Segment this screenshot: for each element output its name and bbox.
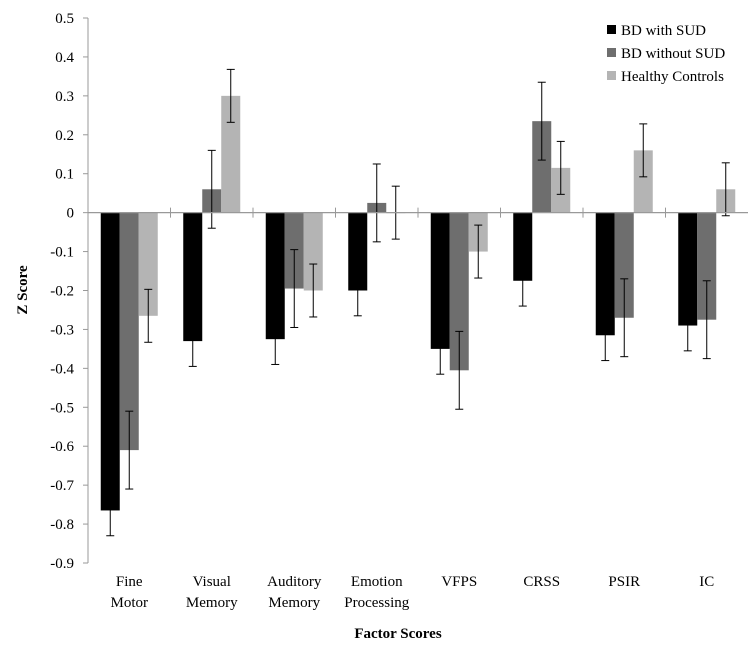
bar: [183, 212, 203, 342]
category-label: Memory: [268, 595, 320, 611]
bar: [697, 212, 717, 320]
bar: [449, 212, 469, 371]
y-tick-label: -0.1: [50, 245, 74, 261]
category-labels: Fine Motor Visual Memory Auditory Memory Emoti…: [111, 574, 715, 611]
category-label: VFPS: [441, 574, 477, 590]
bar: [265, 212, 285, 340]
bar: [532, 121, 552, 213]
legend-swatch: [607, 71, 616, 80]
y-tick-label: -0.9: [50, 556, 74, 572]
y-axis-ticks: 0.5 0.4 0.3 0.2 0.1 0 -0.1 -0.2 -0.3 -0.4 -0.5 -0.6…: [50, 11, 88, 572]
legend-label: Healthy Controls: [621, 69, 724, 85]
y-tick-label: -0.8: [50, 517, 74, 533]
legend-label: BD without SUD: [621, 46, 725, 62]
legend-swatch: [607, 48, 616, 57]
y-tick-label: 0.5: [55, 11, 74, 27]
y-tick-label: 0.3: [55, 89, 74, 105]
bar: [119, 212, 139, 451]
legend-label: BD with SUD: [621, 23, 706, 39]
category-label: Visual: [193, 574, 231, 590]
y-tick-label: -0.2: [50, 284, 74, 300]
bar: [614, 212, 634, 318]
y-tick-label: 0.1: [55, 167, 74, 183]
category-label: Fine: [116, 574, 143, 590]
category-label: Memory: [186, 595, 238, 611]
bar: [138, 212, 158, 316]
category-label: PSIR: [608, 574, 640, 590]
y-tick-label: 0: [67, 206, 75, 222]
category-label: Emotion: [351, 574, 403, 590]
y-tick-label: -0.5: [50, 400, 74, 416]
y-tick-label: -0.4: [50, 361, 74, 377]
category-label: Processing: [344, 595, 409, 611]
x-axis-title: Factor Scores: [354, 626, 441, 642]
legend: BD with SUD BD without SUD Healthy Control…: [607, 23, 725, 85]
y-tick-label: -0.7: [50, 478, 74, 494]
bar: [633, 150, 653, 213]
y-tick-label: 0.2: [55, 128, 74, 144]
bars: [100, 95, 736, 511]
category-label: IC: [699, 574, 714, 590]
category-label: Motor: [111, 595, 149, 611]
category-label: Auditory: [267, 574, 322, 590]
bar: [100, 212, 120, 511]
bar: [595, 212, 615, 336]
bar: [430, 212, 450, 349]
category-label: CRSS: [523, 574, 560, 590]
legend-swatch: [607, 25, 616, 34]
y-tick-label: -0.6: [50, 439, 74, 455]
axes: [87, 18, 748, 563]
y-tick-label: -0.3: [50, 322, 74, 338]
bar: [678, 212, 698, 326]
bar: [513, 212, 533, 281]
bar: [303, 212, 323, 291]
bar: [221, 95, 241, 213]
y-axis-title: Z Score: [15, 265, 31, 315]
y-tick-label: 0.4: [55, 50, 74, 66]
bar: [348, 212, 368, 291]
